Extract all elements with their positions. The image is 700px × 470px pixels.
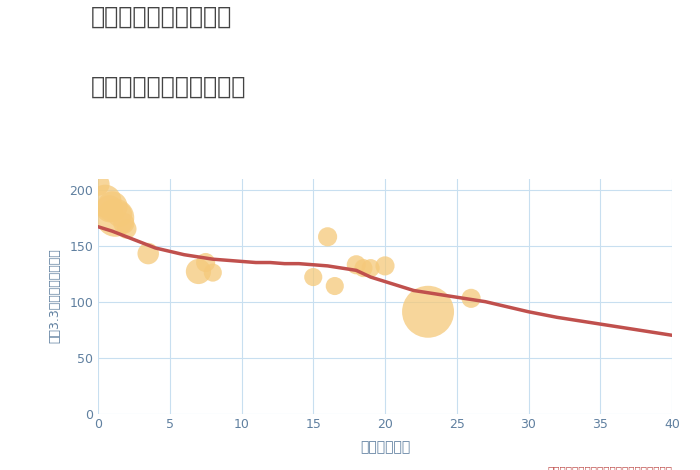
Point	[308, 274, 319, 281]
Y-axis label: 坪（3.3㎡）単価（万円）: 坪（3.3㎡）単価（万円）	[48, 249, 61, 344]
Point	[329, 282, 340, 290]
Point	[423, 308, 434, 315]
Point	[143, 250, 154, 258]
Point	[110, 214, 121, 221]
X-axis label: 築年数（年）: 築年数（年）	[360, 440, 410, 454]
Point	[351, 261, 362, 268]
Point	[107, 203, 118, 211]
Point	[118, 219, 130, 227]
Point	[114, 211, 125, 218]
Point	[104, 205, 115, 212]
Point	[200, 259, 211, 266]
Text: 円の大きさは、取引のあった物件面積を示す: 円の大きさは、取引のあった物件面積を示す	[547, 465, 672, 470]
Point	[379, 262, 391, 270]
Point	[365, 264, 377, 272]
Text: 兵庫県西宮市門前町の: 兵庫県西宮市門前町の	[91, 5, 232, 29]
Point	[193, 268, 204, 275]
Point	[121, 225, 132, 233]
Point	[92, 180, 104, 188]
Point	[466, 295, 477, 302]
Point	[99, 197, 111, 205]
Text: 築年数別中古戸建て価格: 築年数別中古戸建て価格	[91, 75, 246, 99]
Point	[358, 264, 369, 272]
Point	[322, 233, 333, 241]
Point	[207, 269, 218, 276]
